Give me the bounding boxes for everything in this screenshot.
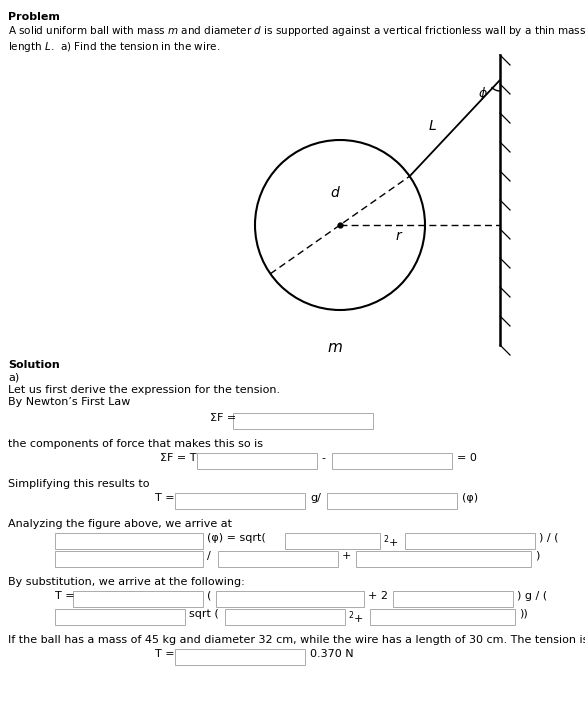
Text: $r$: $r$ bbox=[395, 229, 404, 243]
Bar bbox=[175, 649, 305, 665]
Text: $\phi$: $\phi$ bbox=[478, 85, 488, 103]
Text: T =: T = bbox=[155, 649, 175, 659]
Text: Analyzing the figure above, we arrive at: Analyzing the figure above, we arrive at bbox=[8, 519, 232, 529]
Text: T =: T = bbox=[55, 591, 75, 601]
Text: -: - bbox=[321, 453, 325, 463]
Text: $d$: $d$ bbox=[330, 185, 341, 200]
Text: /: / bbox=[207, 551, 211, 561]
Bar bbox=[225, 609, 345, 625]
Bar bbox=[73, 591, 203, 607]
Text: sqrt (: sqrt ( bbox=[189, 609, 219, 619]
Bar bbox=[370, 609, 515, 625]
Text: $^{2}$+: $^{2}$+ bbox=[348, 609, 363, 625]
Text: Solution: Solution bbox=[8, 360, 60, 370]
Text: Simplifying this results to: Simplifying this results to bbox=[8, 479, 150, 489]
Text: ): ) bbox=[535, 551, 539, 561]
Text: Let us first derive the expression for the tension.: Let us first derive the expression for t… bbox=[8, 385, 280, 395]
Text: ΣF = T: ΣF = T bbox=[160, 453, 197, 463]
Bar bbox=[393, 591, 513, 607]
Bar bbox=[332, 453, 452, 469]
Bar bbox=[285, 533, 380, 549]
Bar bbox=[233, 413, 373, 429]
Text: = 0: = 0 bbox=[457, 453, 477, 463]
Text: + 2: + 2 bbox=[368, 591, 388, 601]
Bar bbox=[356, 551, 531, 567]
Text: By Newton’s First Law: By Newton’s First Law bbox=[8, 397, 130, 407]
Bar bbox=[327, 493, 457, 509]
Bar bbox=[55, 609, 185, 625]
Text: By substitution, we arrive at the following:: By substitution, we arrive at the follow… bbox=[8, 577, 245, 587]
Text: +: + bbox=[342, 551, 352, 561]
Bar bbox=[405, 533, 535, 549]
Text: $L$: $L$ bbox=[428, 119, 437, 133]
Bar bbox=[55, 533, 203, 549]
Bar bbox=[55, 551, 203, 567]
Text: If the ball has a mass of 45 kg and diameter 32 cm, while the wire has a length : If the ball has a mass of 45 kg and diam… bbox=[8, 635, 585, 645]
Text: ΣF =: ΣF = bbox=[210, 413, 236, 423]
Text: (φ) = sqrt(: (φ) = sqrt( bbox=[207, 533, 266, 543]
Text: $^{2}$+: $^{2}$+ bbox=[383, 533, 398, 549]
Bar bbox=[218, 551, 338, 567]
Text: a): a) bbox=[8, 373, 19, 383]
Text: (: ( bbox=[207, 591, 211, 601]
Text: the components of force that makes this so is: the components of force that makes this … bbox=[8, 439, 263, 449]
Text: g/: g/ bbox=[310, 493, 321, 503]
Bar bbox=[216, 591, 364, 607]
Text: A solid uniform ball with mass $m$ and diameter $d$ is supported against a verti: A solid uniform ball with mass $m$ and d… bbox=[8, 24, 585, 54]
Text: Problem: Problem bbox=[8, 12, 60, 22]
Text: (φ): (φ) bbox=[462, 493, 478, 503]
Bar bbox=[197, 453, 317, 469]
Bar bbox=[175, 493, 305, 509]
Text: $m$: $m$ bbox=[327, 340, 343, 355]
Text: )): )) bbox=[519, 609, 528, 619]
Text: ) / (: ) / ( bbox=[539, 533, 559, 543]
Text: ) g / (: ) g / ( bbox=[517, 591, 547, 601]
Text: 0.370 N: 0.370 N bbox=[310, 649, 353, 659]
Text: T =: T = bbox=[155, 493, 175, 503]
